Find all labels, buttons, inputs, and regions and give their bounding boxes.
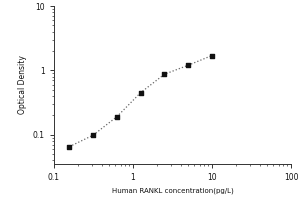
- Point: [210, 54, 214, 57]
- Point: [67, 145, 72, 148]
- Point: [138, 91, 143, 94]
- Y-axis label: Optical Density: Optical Density: [18, 56, 27, 114]
- Point: [91, 134, 95, 137]
- X-axis label: Human RANKL concentration(pg/L): Human RANKL concentration(pg/L): [112, 188, 233, 194]
- Point: [162, 73, 167, 76]
- Point: [115, 115, 119, 118]
- Point: [186, 64, 190, 67]
